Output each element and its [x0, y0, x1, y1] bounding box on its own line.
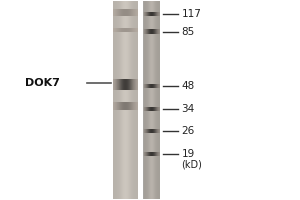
Text: 85: 85 — [182, 27, 195, 37]
Text: (kD): (kD) — [182, 160, 202, 170]
Text: 26: 26 — [182, 126, 195, 136]
Text: DOK7: DOK7 — [25, 78, 59, 88]
Text: 19: 19 — [182, 149, 195, 159]
Text: 34: 34 — [182, 104, 195, 114]
Text: 117: 117 — [182, 9, 201, 19]
Text: 48: 48 — [182, 81, 195, 91]
